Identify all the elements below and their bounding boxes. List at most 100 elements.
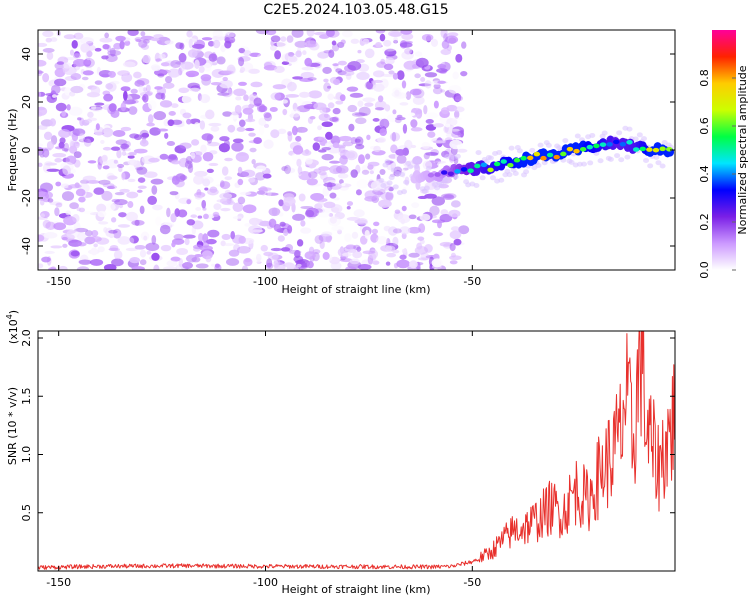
noise-blob — [119, 40, 125, 50]
noise-blob — [411, 202, 420, 209]
noise-blob — [389, 132, 401, 142]
ridge-core — [487, 167, 494, 173]
noise-blob — [114, 192, 125, 196]
noise-blob — [258, 220, 272, 227]
noise-blob — [70, 73, 82, 81]
noise-blob — [288, 249, 302, 255]
noise-blob — [440, 209, 449, 216]
noise-blob — [288, 51, 295, 57]
noise-blob — [291, 125, 298, 136]
noise-blob — [329, 160, 341, 164]
noise-blob — [191, 139, 200, 146]
noise-blob — [408, 214, 417, 220]
noise-blob — [238, 81, 247, 86]
noise-blob — [372, 83, 385, 92]
noise-blob — [431, 258, 443, 268]
noise-blob — [378, 199, 392, 208]
noise-blob — [429, 205, 440, 216]
noise-blob — [296, 239, 304, 247]
noise-blob — [95, 123, 100, 131]
noise-blob — [224, 157, 233, 162]
noise-blob — [210, 82, 222, 86]
noise-blob — [323, 182, 336, 188]
noise-blob — [368, 249, 379, 259]
noise-blob — [129, 257, 141, 264]
noise-blob — [101, 55, 109, 60]
noise-blob — [38, 59, 47, 67]
noise-blob — [164, 75, 173, 84]
noise-blob — [142, 87, 148, 92]
noise-blob — [441, 39, 450, 50]
noise-blob — [397, 214, 411, 224]
noise-blob — [151, 234, 157, 245]
noise-blob — [243, 94, 249, 102]
heatmap-y-tick-label: 20 — [20, 95, 33, 109]
noise-blob — [104, 32, 110, 39]
noise-blob — [178, 157, 190, 168]
noise-blob — [44, 250, 55, 254]
noise-blob — [110, 146, 121, 151]
noise-blob — [333, 78, 341, 86]
noise-blob — [385, 191, 394, 202]
noise-blob — [410, 127, 423, 132]
noise-blob — [239, 191, 252, 196]
noise-blob — [120, 143, 130, 150]
noise-blob — [140, 31, 146, 37]
noise-blob — [342, 252, 352, 257]
noise-blob — [346, 201, 354, 206]
ridge-halo — [454, 153, 461, 159]
noise-blob — [354, 138, 361, 143]
noise-blob — [253, 97, 262, 107]
ridge-halo — [388, 175, 395, 181]
noise-blob — [96, 203, 107, 213]
noise-blob — [357, 100, 364, 107]
noise-blob — [345, 266, 357, 270]
noise-blob — [145, 242, 160, 252]
ridge-halo — [589, 132, 596, 138]
noise-blob — [292, 76, 304, 80]
noise-blob — [111, 217, 117, 223]
noise-blob — [225, 31, 235, 38]
noise-blob — [208, 162, 219, 167]
noise-blob — [425, 118, 434, 124]
noise-blob — [131, 219, 145, 226]
noise-blob — [107, 71, 116, 78]
noise-blob — [83, 138, 92, 147]
noise-blob — [399, 42, 413, 48]
noise-blob — [102, 183, 115, 188]
noise-blob — [295, 41, 308, 49]
noise-blob — [146, 250, 152, 255]
noise-blob — [153, 111, 167, 121]
snr-x-ticks: -150 -100 -50 — [46, 331, 481, 589]
noise-blob — [260, 244, 268, 252]
noise-blob — [262, 173, 272, 179]
noise-blob — [321, 121, 333, 128]
noise-blob — [129, 133, 140, 139]
noise-blob — [309, 116, 316, 120]
noise-blob — [118, 212, 127, 218]
noise-blob — [61, 148, 69, 152]
noise-blob — [328, 213, 334, 217]
noise-blob — [136, 189, 143, 193]
noise-blob — [313, 197, 328, 203]
noise-blob — [224, 176, 233, 181]
noise-blob — [295, 135, 302, 142]
noise-blob — [257, 187, 272, 192]
noise-blob — [179, 142, 192, 149]
noise-blob — [80, 37, 94, 44]
noise-blob — [238, 119, 246, 128]
noise-blob — [197, 215, 203, 219]
noise-blob — [453, 106, 465, 113]
noise-blob — [427, 131, 436, 138]
noise-blob — [350, 169, 358, 178]
noise-blob — [299, 91, 310, 98]
ridge-core — [500, 159, 507, 164]
noise-blob — [184, 238, 190, 246]
heatmap-y-axis-label: Frequency (Hz) — [6, 109, 19, 192]
ridge-core — [533, 151, 541, 157]
noise-blob — [120, 102, 127, 112]
noise-blob — [46, 168, 60, 172]
noise-blob — [78, 196, 86, 203]
noise-blob — [322, 208, 334, 213]
noise-blob — [399, 102, 409, 106]
